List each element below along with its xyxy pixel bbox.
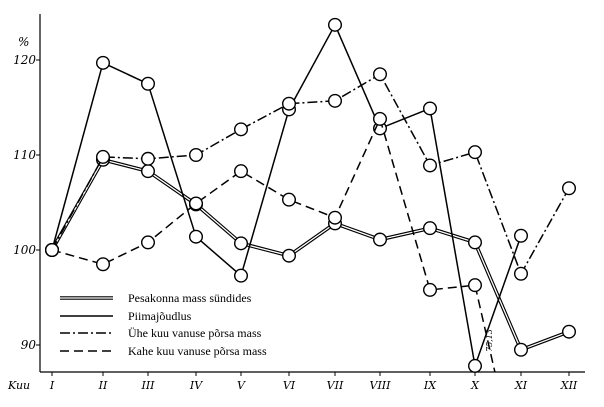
x-tick-label: XII [560,379,578,392]
legend-label: Pesakonna mass sündides [128,291,252,305]
data-point [95,257,110,272]
y-tick-label: 90 [21,338,37,352]
data-point [514,266,529,281]
chart-series: 75,13 [45,17,577,373]
data-point [140,151,155,166]
y-tick-label: 110 [13,148,36,162]
data-point [282,96,297,111]
x-tick-label: VIII [370,379,392,392]
x-tick-label: X [470,379,480,392]
y-tick-label: 120 [13,53,36,67]
data-point [328,17,343,32]
data-point [373,111,388,126]
data-point [514,228,529,243]
data-point [233,236,248,251]
data-point [233,164,248,179]
data-point [328,210,343,225]
x-tick-label: IV [189,379,203,392]
data-point [468,235,483,250]
series-line [51,73,570,275]
data-point [468,358,483,373]
data-point [45,242,60,257]
data-point [140,76,155,91]
x-tick-label: V [237,379,246,392]
y-axis-unit: % [18,35,29,49]
x-tick-label: IX [423,379,437,392]
data-point [468,278,483,293]
data-point [562,324,577,339]
data-point [188,196,203,211]
x-tick-label: III [140,379,155,392]
data-point [373,232,388,247]
data-point [423,158,438,173]
x-tick-label: XI [514,379,528,392]
data-point [233,268,248,283]
data-point [468,145,483,160]
x-tick-label: VI [283,379,296,392]
legend-label: Ühe kuu vanuse põrsa mass [128,326,262,340]
data-point [282,248,297,263]
data-point [95,149,110,164]
annotation-value: 75,13 [485,329,494,352]
y-tick-label: 100 [13,243,36,257]
x-tick-label: VII [327,379,344,392]
x-tick-label: II [98,379,108,392]
data-point [140,164,155,179]
data-point [282,192,297,207]
data-point [514,342,529,357]
series-line-inner [51,159,570,351]
x-tick-label: I [49,379,55,392]
series-3 [45,67,577,281]
data-point [188,229,203,244]
data-point [140,235,155,250]
series-1 [45,152,577,357]
series-2 [45,17,529,373]
data-point [328,93,343,108]
data-point [95,55,110,70]
series-4 [45,111,496,373]
data-point [562,181,577,196]
x-axis-prefix: Kuu [7,379,30,392]
legend-label: Piimajõudlus [128,309,192,323]
data-point [423,282,438,297]
data-point [423,221,438,236]
data-point [188,147,203,162]
series-line [51,118,496,373]
data-point [373,67,388,82]
data-point [423,101,438,116]
chart-legend: Pesakonna mass sündides Piimajõudlus Ühe k… [60,291,267,358]
legend-label: Kahe kuu vanuse põrsa mass [128,344,267,358]
data-point [233,122,248,137]
